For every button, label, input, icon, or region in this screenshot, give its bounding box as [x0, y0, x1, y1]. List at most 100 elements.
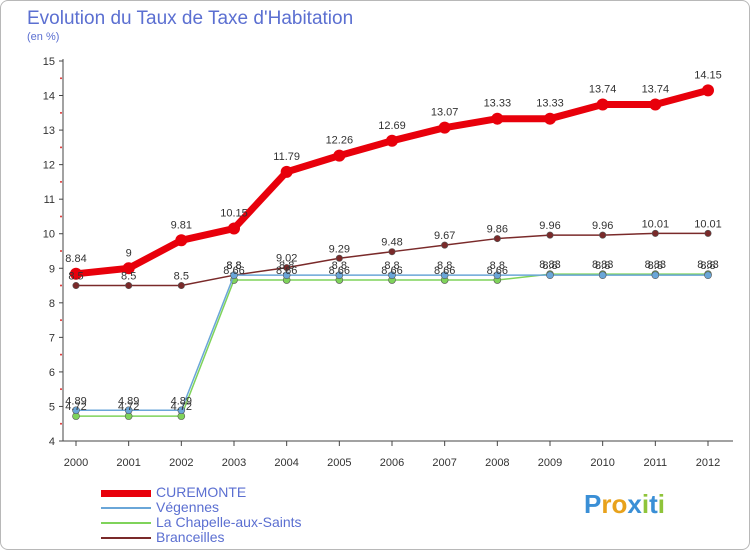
- y-minor-tick: [60, 353, 62, 356]
- data-label: 8.5: [174, 271, 189, 283]
- x-tick-label: 2004: [274, 457, 298, 469]
- data-label: 10.01: [642, 218, 670, 230]
- data-label: 8.5: [121, 271, 136, 283]
- data-point: [122, 262, 135, 275]
- data-label: 8.8: [226, 260, 241, 272]
- y-minor-tick: [60, 250, 62, 252]
- data-point: [704, 271, 712, 279]
- y-tick-label: 13: [43, 125, 55, 137]
- legend-swatch: [101, 537, 151, 539]
- y-tick-label: 5: [49, 401, 55, 413]
- legend-item: Végennes: [101, 499, 401, 516]
- data-label: 8.83: [592, 259, 613, 271]
- data-label: 8.66: [434, 265, 455, 277]
- data-point: [704, 229, 712, 237]
- x-tick-label: 2008: [485, 457, 509, 469]
- data-point: [72, 406, 80, 415]
- data-point: [546, 231, 554, 239]
- x-tick-label: 2002: [169, 457, 193, 469]
- data-point: [702, 84, 714, 97]
- x-tick-label: 2000: [64, 457, 88, 469]
- logo-letter: o: [611, 489, 628, 519]
- data-point: [280, 165, 293, 178]
- data-point: [651, 271, 660, 279]
- y-tick-label: 6: [49, 367, 55, 379]
- data-label: 13.74: [589, 84, 617, 96]
- x-tick-label: 2005: [327, 457, 351, 469]
- data-label: 9.67: [434, 230, 455, 242]
- legend-label: Végennes: [156, 499, 220, 515]
- data-label: 8.8: [490, 260, 505, 272]
- data-label: 8.5: [68, 271, 83, 283]
- data-label: 13.07: [431, 107, 459, 119]
- data-point: [440, 271, 449, 279]
- y-minor-tick: [60, 319, 62, 322]
- line-chart: 4 5 6 7 8 9 10 11 12 13 14 15 2000 2001 2002 2003 2004 20…: [43, 56, 733, 469]
- x-tick-label: 2012: [696, 457, 720, 469]
- data-label: 8.8: [279, 260, 294, 272]
- x-tick-label: 2007: [432, 457, 456, 469]
- x-tick-label: 2010: [590, 457, 614, 469]
- data-point: [386, 134, 398, 147]
- data-point: [544, 112, 556, 125]
- data-label: 8.66: [329, 265, 350, 277]
- proxiti-logo: Proxiti: [584, 489, 665, 520]
- data-point: [282, 271, 291, 279]
- data-label: 8.83: [697, 259, 718, 271]
- data-point: [335, 254, 343, 262]
- data-label: 4.89: [65, 395, 86, 407]
- legend-swatch: [101, 507, 151, 509]
- logo-letter: r: [601, 489, 612, 519]
- data-label: 8.8: [542, 260, 557, 272]
- legend-label: CUREMONTE: [156, 484, 247, 500]
- data-label: 8.66: [223, 265, 244, 277]
- logo-letter: i: [657, 489, 665, 519]
- data-label: 4.72: [65, 401, 86, 413]
- data-point: [438, 121, 451, 134]
- data-point: [228, 222, 240, 235]
- y-tick-label: 8: [49, 298, 55, 310]
- series-line: [75, 274, 709, 412]
- data-label: 8.66: [487, 265, 508, 277]
- data-label: 9.48: [381, 237, 402, 249]
- data-point: [124, 406, 133, 415]
- chart-title: Evolution du Taux de Taxe d'Habitation: [27, 8, 354, 29]
- data-label: 8.83: [539, 259, 560, 271]
- y-minor-tick: [60, 422, 62, 425]
- data-point: [177, 282, 185, 290]
- y-minor-tick: [60, 284, 62, 287]
- data-point: [230, 271, 238, 279]
- logo-letter: P: [584, 489, 602, 519]
- data-label: 8.8: [384, 260, 399, 272]
- y-minor-tick: [60, 146, 62, 149]
- data-label: 4.72: [118, 401, 139, 413]
- data-label: 4.72: [171, 401, 192, 413]
- legend-item: CUREMONTE: [101, 484, 401, 501]
- legend-swatch: [101, 489, 151, 497]
- y-tick-label: 12: [43, 160, 55, 172]
- data-label: 10.15: [220, 208, 248, 220]
- legend-item: La Chapelle-aux-Saints: [101, 514, 401, 531]
- data-label: 13.74: [642, 84, 670, 96]
- data-point: [125, 282, 133, 290]
- data-point: [493, 235, 501, 243]
- y-minor-tick: [60, 215, 62, 218]
- data-label: 8.66: [276, 265, 297, 277]
- x-tick-label: 2001: [116, 457, 140, 469]
- data-label: 8.8: [648, 260, 663, 272]
- y-minor-tick: [60, 111, 62, 114]
- data-label: 11.79: [273, 151, 300, 163]
- data-label: 12.26: [326, 135, 354, 147]
- data-label: 9: [126, 247, 132, 259]
- data-label: 8.8: [595, 260, 610, 272]
- data-label: 8.8: [700, 260, 715, 272]
- y-tick-label: 4: [49, 436, 55, 448]
- data-label: 8.8: [332, 260, 347, 272]
- data-label: 9.86: [487, 224, 508, 236]
- data-label: 8.8: [226, 260, 241, 272]
- data-label: 9.96: [539, 220, 560, 232]
- data-label: 13.33: [484, 98, 512, 110]
- data-label: 12.69: [378, 120, 406, 132]
- y-tick-label: 15: [43, 56, 55, 68]
- data-point: [283, 264, 291, 272]
